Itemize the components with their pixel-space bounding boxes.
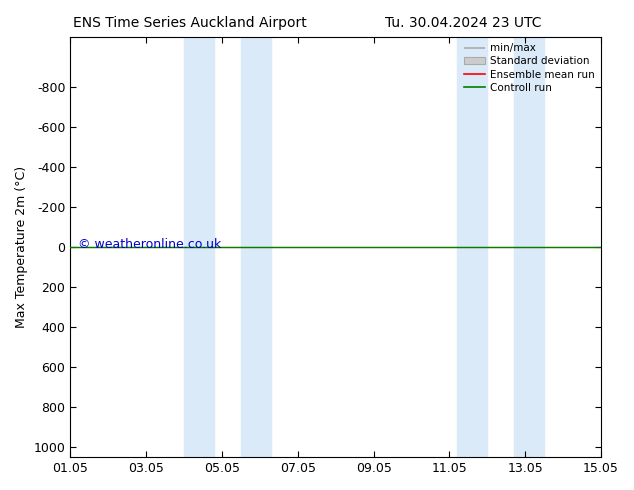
Text: Tu. 30.04.2024 23 UTC: Tu. 30.04.2024 23 UTC — [385, 16, 541, 30]
Bar — [184, 37, 214, 457]
Bar — [514, 37, 544, 457]
Y-axis label: Max Temperature 2m (°C): Max Temperature 2m (°C) — [15, 166, 28, 328]
Legend: min/max, Standard deviation, Ensemble mean run, Controll run: min/max, Standard deviation, Ensemble me… — [460, 39, 599, 97]
Bar — [457, 37, 488, 457]
Bar — [241, 37, 271, 457]
Text: ENS Time Series Auckland Airport: ENS Time Series Auckland Airport — [74, 16, 307, 30]
Text: © weatheronline.co.uk: © weatheronline.co.uk — [78, 239, 221, 251]
